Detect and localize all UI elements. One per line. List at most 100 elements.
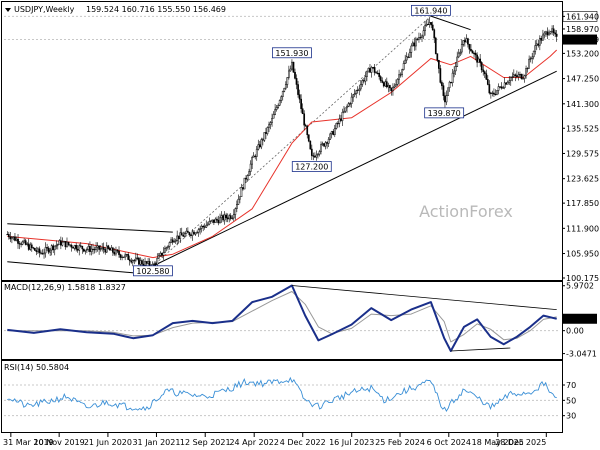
candle-body <box>32 247 35 249</box>
candle-body <box>335 123 338 129</box>
candle-body <box>50 245 53 251</box>
candle-body <box>297 84 299 95</box>
y-tick-label: 158.970 <box>566 25 599 34</box>
candle-body <box>107 245 110 249</box>
candle-body <box>408 52 411 58</box>
candle-body <box>494 93 497 96</box>
candle-body <box>523 75 526 79</box>
annotation-box <box>272 47 312 59</box>
candle-body <box>376 72 379 74</box>
candle-body <box>399 74 402 76</box>
candle-body <box>474 52 477 56</box>
candle-body <box>75 245 78 250</box>
candle-body <box>508 80 511 83</box>
y-tick-label: 147.250 <box>566 75 599 84</box>
candle-body <box>213 219 215 223</box>
candle-body <box>182 234 185 237</box>
x-tick-label: 10 Nov 2019 <box>34 438 85 447</box>
candle-body <box>185 230 188 235</box>
candle-body <box>130 260 133 263</box>
y-tick-label: 129.575 <box>566 149 599 158</box>
candle-body <box>419 37 422 39</box>
candle-body <box>459 51 462 54</box>
candle-body <box>364 76 367 82</box>
candle-body <box>228 215 231 220</box>
candle-body <box>529 58 532 60</box>
candle-body <box>93 249 96 251</box>
candle-body <box>170 239 172 243</box>
candle-body <box>447 87 449 96</box>
candle-body <box>174 240 177 242</box>
candle-body <box>375 72 377 74</box>
candle-body <box>315 154 318 158</box>
candle-body <box>265 132 267 134</box>
candle-body <box>379 76 382 81</box>
candle-body <box>101 247 104 249</box>
candle-body <box>361 80 364 85</box>
candle-body <box>385 81 388 88</box>
x-tick-label: 21 Jun 2020 <box>84 438 132 447</box>
candle-body <box>485 73 488 80</box>
candle-body <box>277 105 280 108</box>
candle-body <box>531 56 534 59</box>
candle-body <box>327 138 330 144</box>
candle-body <box>232 214 235 219</box>
macd-value-tag <box>563 313 597 324</box>
candle-body <box>165 247 168 249</box>
x-tick-label: 28 Dec 2025 <box>495 438 546 447</box>
x-tick-label: 4 Dec 2022 <box>280 438 326 447</box>
candle-body <box>211 219 214 222</box>
candle-body <box>235 204 238 209</box>
candle-body <box>237 198 240 205</box>
y-tick-label: 141.300 <box>566 100 599 109</box>
candle-body <box>433 29 436 39</box>
candle-body <box>271 117 273 123</box>
candle-body <box>70 244 73 248</box>
y-tick-label: -3.0471 <box>566 350 597 359</box>
candle-body <box>393 85 396 88</box>
candle-body <box>402 63 405 70</box>
candle-body <box>384 81 387 87</box>
candle-body <box>115 249 117 255</box>
candle-body <box>191 231 194 236</box>
candle-body <box>153 263 156 265</box>
last-price-tag <box>563 34 597 45</box>
candle-body <box>242 187 244 190</box>
candle-body <box>407 56 410 58</box>
candle-body <box>180 232 183 236</box>
candle-body <box>164 248 166 253</box>
candle-body <box>526 68 529 70</box>
candle-body <box>214 218 217 223</box>
candle-body <box>462 40 465 45</box>
collapse-arrow-icon[interactable] <box>5 8 11 12</box>
candle-body <box>6 234 9 236</box>
candle-body <box>490 92 492 94</box>
candle-body <box>451 72 454 83</box>
candle-body <box>537 43 540 46</box>
candle-body <box>445 95 448 103</box>
candle-body <box>87 246 90 250</box>
candle-body <box>246 175 249 180</box>
candle-body <box>488 84 491 94</box>
candle-body <box>217 219 220 224</box>
trendline-channel-lower <box>7 261 153 275</box>
candle-body <box>179 232 182 240</box>
candle-body <box>190 234 192 236</box>
candle-body <box>69 244 71 246</box>
candle-body <box>283 87 286 92</box>
candle-body <box>275 107 278 110</box>
candle-body <box>251 156 254 165</box>
candle-body <box>340 118 342 121</box>
y-tick-label: 50 <box>566 396 576 405</box>
candle-body <box>49 249 52 253</box>
candle-body <box>378 72 381 77</box>
candle-body <box>294 71 296 79</box>
candle-body <box>468 43 471 50</box>
candle-body <box>336 123 339 125</box>
candle-body <box>194 232 197 235</box>
y-tick-label: 111.900 <box>566 224 599 233</box>
candle-body <box>202 225 205 228</box>
candle-body <box>14 236 16 241</box>
candle-body <box>47 247 50 253</box>
candle-body <box>509 77 512 81</box>
